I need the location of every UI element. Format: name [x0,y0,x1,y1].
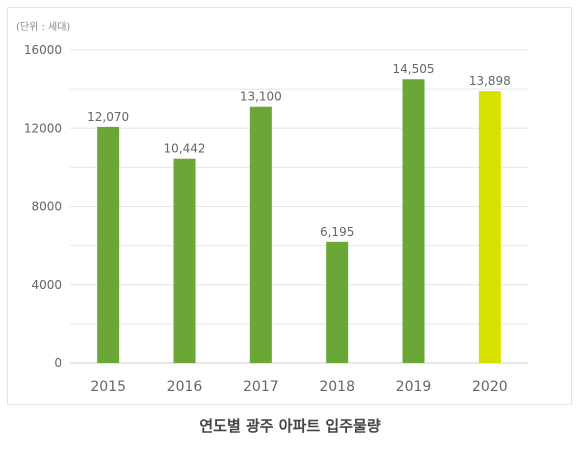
y-axis-ticks: 0 4000 8000 12000 16000 [24,43,62,370]
data-label-2018: 6,195 [320,225,354,239]
bar-2018 [326,241,349,363]
x-tick-label: 2020 [472,379,508,395]
x-tick-label: 2017 [243,379,279,395]
bar-2017 [249,106,272,363]
data-label-2017: 13,100 [240,90,282,104]
x-tick-label: 2019 [396,379,432,395]
x-tick-label: 2018 [319,379,355,395]
bar-2019 [402,79,425,363]
y-tick-label: 0 [54,356,62,370]
x-axis-ticks: 2015 2016 2017 2018 2019 2020 [90,379,507,395]
data-label-2016: 10,442 [164,142,206,156]
y-tick-label: 4000 [31,278,62,292]
bar-2015 [97,126,120,364]
data-label-2019: 14,505 [393,62,435,76]
data-labels: 12,070 10,442 13,100 6,195 14,505 13,898 [87,62,511,239]
y-tick-label: 8000 [31,200,62,214]
bars [97,79,501,364]
bar-2016 [173,158,196,363]
data-label-2020: 13,898 [469,74,511,88]
gridlines [70,49,528,364]
chart-caption: 연도별 광주 아파트 입주물량 [199,417,381,435]
y-tick-label: 16000 [24,43,62,57]
x-tick-label: 2016 [167,379,203,395]
y-tick-label: 12000 [24,121,62,135]
bar-chart: (단위 : 세대) 0 4000 8000 12000 16000 12,070 10,4… [16,20,528,395]
unit-note: (단위 : 세대) [16,20,70,33]
x-tick-label: 2015 [90,379,126,395]
bar-2020 [478,91,501,364]
data-label-2015: 12,070 [87,110,129,124]
